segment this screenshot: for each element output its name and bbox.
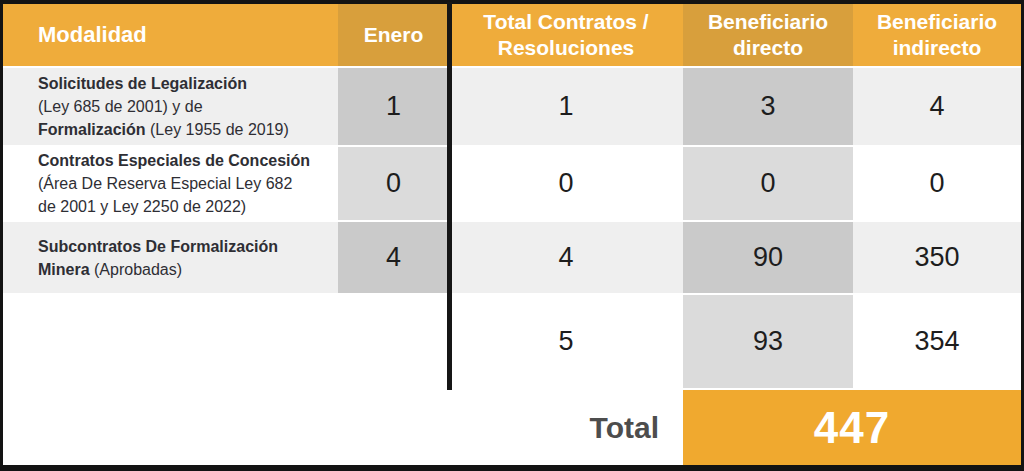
row-label-line: Solicitudes de Legalización [38,72,247,95]
subtotal-total-contratos: 5 [449,295,683,388]
cell-solicitudes-total: 1 [449,68,683,145]
row-label-subcontratos: Subcontratos De Formalización Minera (Ap… [3,222,338,293]
column-divider [447,2,452,390]
cell-contratos-directo: 0 [683,147,853,220]
subtotal-beneficiario-directo: 93 [683,295,853,388]
row-label-line: Minera (Aprobadas) [38,258,182,281]
row-label-line: (Ley 685 de 2001) y de [38,95,203,118]
row-label-line: Formalización (Ley 1955 de 2019) [38,118,289,141]
total-row-empty [3,390,449,465]
mining-contracts-table: Modalidad Enero Total Contratos / Resolu… [3,4,1021,465]
header-modalidad: Modalidad [3,4,338,66]
row-label-contratos-especiales: Contratos Especiales de Concesión (Área … [3,147,338,220]
row-label-line: Subcontratos De Formalización [38,235,278,258]
header-beneficiario-directo: Beneficiario directo [683,4,853,66]
row-label-line: (Área De Reserva Especial Ley 682 [38,172,292,195]
subtotal-empty-enero [338,295,449,388]
cell-contratos-total: 0 [449,147,683,220]
cell-solicitudes-indirecto: 4 [853,68,1021,145]
cell-solicitudes-directo: 3 [683,68,853,145]
subtotal-beneficiario-indirecto: 354 [853,295,1021,388]
header-total-contratos: Total Contratos / Resoluciones [449,4,683,66]
header-beneficiario-indirecto: Beneficiario indirecto [853,4,1021,66]
cell-subcontratos-indirecto: 350 [853,222,1021,293]
header-enero: Enero [338,4,449,66]
grand-total-value: 447 [683,390,1021,465]
table-frame: Modalidad Enero Total Contratos / Resolu… [0,0,1024,471]
cell-subcontratos-directo: 90 [683,222,853,293]
total-label: Total [449,390,683,465]
cell-contratos-indirecto: 0 [853,147,1021,220]
cell-subcontratos-enero: 4 [338,222,449,293]
subtotal-empty-modalidad [3,295,338,388]
cell-solicitudes-enero: 1 [338,68,449,145]
cell-subcontratos-total: 4 [449,222,683,293]
row-label-line: de 2001 y Ley 2250 de 2022) [38,195,246,218]
row-label-line: Contratos Especiales de Concesión [38,149,310,172]
cell-contratos-enero: 0 [338,147,449,220]
row-label-solicitudes: Solicitudes de Legalización (Ley 685 de … [3,68,338,145]
